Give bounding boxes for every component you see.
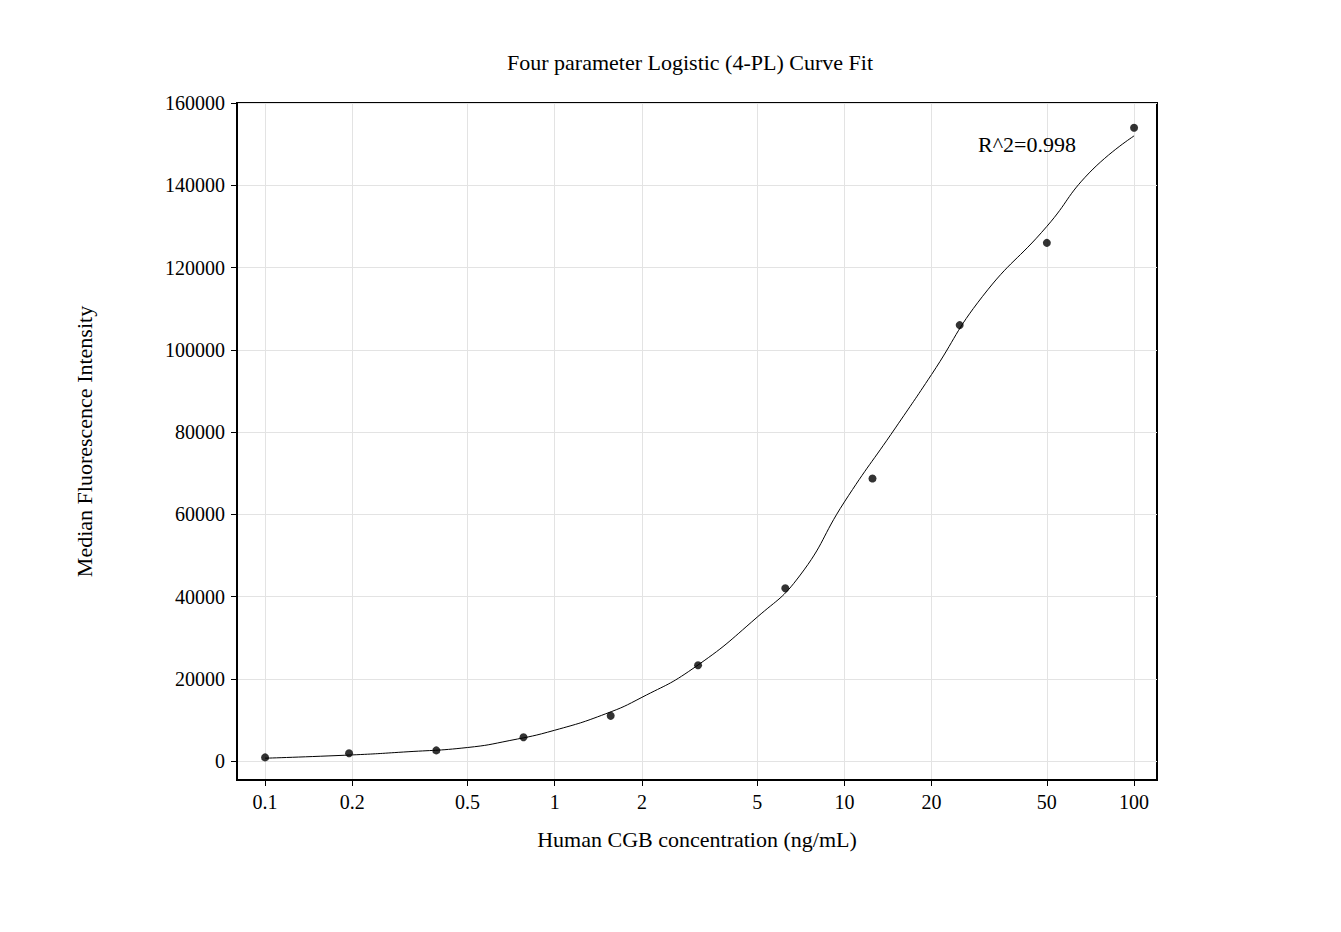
svg-text:Four parameter Logistic (4-PL): Four parameter Logistic (4-PL) Curve Fit bbox=[507, 50, 873, 75]
svg-text:R^2=0.998: R^2=0.998 bbox=[978, 132, 1076, 157]
svg-text:100000: 100000 bbox=[165, 339, 225, 361]
svg-text:140000: 140000 bbox=[165, 174, 225, 196]
svg-text:20000: 20000 bbox=[175, 668, 225, 690]
svg-text:2: 2 bbox=[637, 791, 647, 813]
svg-text:100: 100 bbox=[1119, 791, 1149, 813]
svg-text:0.5: 0.5 bbox=[455, 791, 480, 813]
svg-text:0: 0 bbox=[215, 750, 225, 772]
svg-text:160000: 160000 bbox=[165, 92, 225, 114]
svg-text:20: 20 bbox=[922, 791, 942, 813]
svg-text:50: 50 bbox=[1037, 791, 1057, 813]
svg-text:1: 1 bbox=[550, 791, 560, 813]
svg-text:0.2: 0.2 bbox=[340, 791, 365, 813]
svg-text:80000: 80000 bbox=[175, 421, 225, 443]
svg-text:Median Fluorescence Intensity: Median Fluorescence Intensity bbox=[72, 306, 97, 577]
svg-text:120000: 120000 bbox=[165, 257, 225, 279]
svg-text:5: 5 bbox=[752, 791, 762, 813]
svg-text:60000: 60000 bbox=[175, 503, 225, 525]
svg-text:0.1: 0.1 bbox=[253, 791, 278, 813]
svg-text:Human CGB concentration (ng/mL: Human CGB concentration (ng/mL) bbox=[537, 827, 857, 852]
svg-text:10: 10 bbox=[834, 791, 854, 813]
svg-text:40000: 40000 bbox=[175, 586, 225, 608]
